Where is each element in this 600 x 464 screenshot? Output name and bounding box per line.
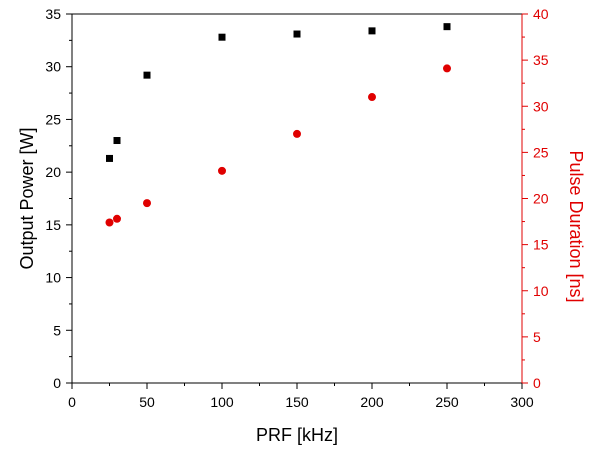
x-tick-label: 100: [210, 394, 234, 410]
pulse-duration-point: [105, 218, 114, 227]
y-tick-label: 15: [45, 217, 61, 233]
y2-tick-label: 30: [533, 98, 549, 114]
pulse-duration-point: [368, 93, 376, 102]
y-axis-title: Output Power [W]: [17, 127, 37, 269]
x-tick-label: 50: [139, 394, 155, 410]
y-tick-label: 10: [45, 270, 61, 286]
y2-tick-label: 5: [533, 329, 541, 345]
pulse-duration-point: [143, 199, 151, 208]
y2-tick-label: 15: [533, 237, 549, 253]
y-tick-label: 30: [45, 59, 61, 75]
x-tick-label: 300: [510, 394, 534, 410]
y-tick-label: 0: [53, 375, 61, 391]
y2-axis-title: Pulse Duration [ns]: [566, 150, 586, 302]
output-power-point: [368, 27, 376, 35]
y-tick-label: 25: [45, 111, 61, 127]
y2-tick-label: 20: [533, 191, 549, 207]
pulse-duration-point: [443, 64, 451, 73]
y2-tick-label: 40: [533, 6, 549, 22]
pulse-duration-point: [113, 214, 121, 223]
output-power-point: [113, 137, 121, 145]
y-tick-label: 5: [53, 322, 61, 338]
output-power-point: [293, 30, 301, 38]
x-tick-label: 0: [68, 394, 76, 410]
output-power-point: [143, 71, 151, 79]
pulse-duration-point: [293, 129, 301, 138]
y2-tick-label: 0: [533, 375, 541, 391]
x-axis-title: PRF [kHz]: [256, 425, 338, 445]
y2-tick-label: 35: [533, 52, 549, 68]
y-tick-label: 20: [45, 164, 61, 180]
y2-tick-label: 10: [533, 283, 549, 299]
output-power-point: [443, 23, 451, 31]
x-tick-label: 150: [285, 394, 309, 410]
pulse-duration-point: [218, 166, 226, 175]
x-tick-label: 200: [360, 394, 384, 410]
y-tick-label: 35: [45, 6, 61, 22]
output-power-point: [106, 154, 113, 162]
y2-tick-label: 25: [533, 144, 549, 160]
output-power-point: [218, 33, 226, 41]
x-tick-label: 250: [435, 394, 459, 410]
